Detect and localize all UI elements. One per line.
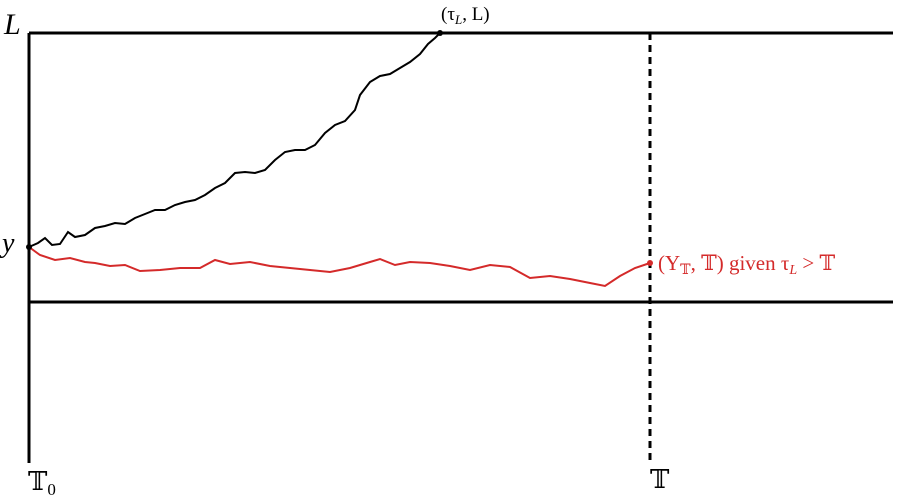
text-sub: 0 (47, 480, 56, 499)
conditioned-path (28, 246, 651, 288)
hit-label: (τL, L) (441, 4, 490, 27)
text-sub: L (454, 12, 462, 27)
hitting-path (28, 32, 441, 248)
time-end-label: 𝕋 (650, 465, 670, 494)
hit-dot (437, 30, 443, 36)
text-part: , 𝕋) given τ (691, 251, 790, 275)
end-dot (647, 260, 653, 266)
text-part: , L) (462, 4, 489, 25)
start-dot (26, 244, 32, 250)
text-sub: L (788, 263, 797, 278)
end-label: (Y𝕋, 𝕋) given τL > 𝕋 (658, 251, 835, 278)
text-part: 𝕋 (28, 467, 48, 496)
level-label: L (3, 8, 21, 41)
text-part: (Y (658, 251, 680, 275)
start-label: y (0, 228, 15, 259)
text-part: (τ (441, 4, 455, 25)
text-part: > 𝕋 (797, 251, 835, 275)
text-sub: 𝕋 (680, 263, 691, 278)
time-start-label: 𝕋0 (28, 467, 56, 499)
